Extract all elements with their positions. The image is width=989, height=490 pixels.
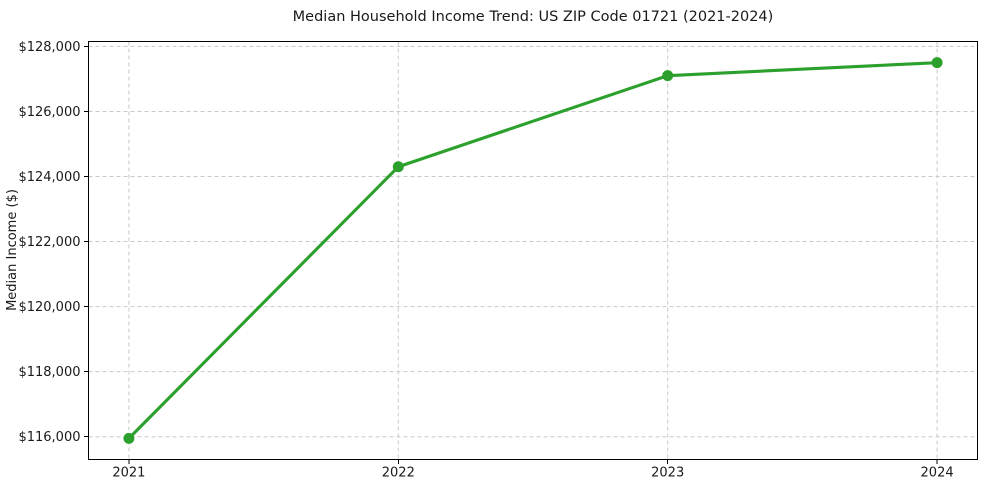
x-tick-label: 2021	[112, 466, 145, 481]
x-tick-label: 2023	[651, 466, 684, 481]
y-tick-label: $118,000	[18, 365, 80, 380]
trend-line	[127, 61, 939, 440]
grid-layer	[88, 41, 978, 460]
y-axis-label: Median Income ($)	[5, 189, 20, 311]
data-point-marker	[392, 161, 404, 173]
label-layer: Median Household Income Trend: US ZIP Co…	[5, 9, 773, 311]
y-tick-label: $124,000	[18, 170, 80, 185]
chart-title: Median Household Income Trend: US ZIP Co…	[293, 9, 774, 25]
data-point-marker	[931, 57, 943, 69]
x-tick-label: 2022	[382, 466, 415, 481]
y-tick-label: $128,000	[18, 40, 80, 55]
data-point-marker	[123, 432, 135, 444]
data-point-marker	[662, 70, 674, 82]
y-tick-label: $116,000	[18, 430, 80, 445]
plot-border	[88, 41, 978, 460]
data-series-layer	[123, 57, 943, 444]
axes-layer: $116,000 $118,000 $120,000 $122,000 $124,000…	[18, 40, 978, 481]
y-tick-label: $122,000	[18, 235, 80, 250]
y-tick-label: $120,000	[18, 300, 80, 315]
y-tick-label: $126,000	[18, 105, 80, 120]
x-tick-label: 2024	[921, 466, 954, 481]
